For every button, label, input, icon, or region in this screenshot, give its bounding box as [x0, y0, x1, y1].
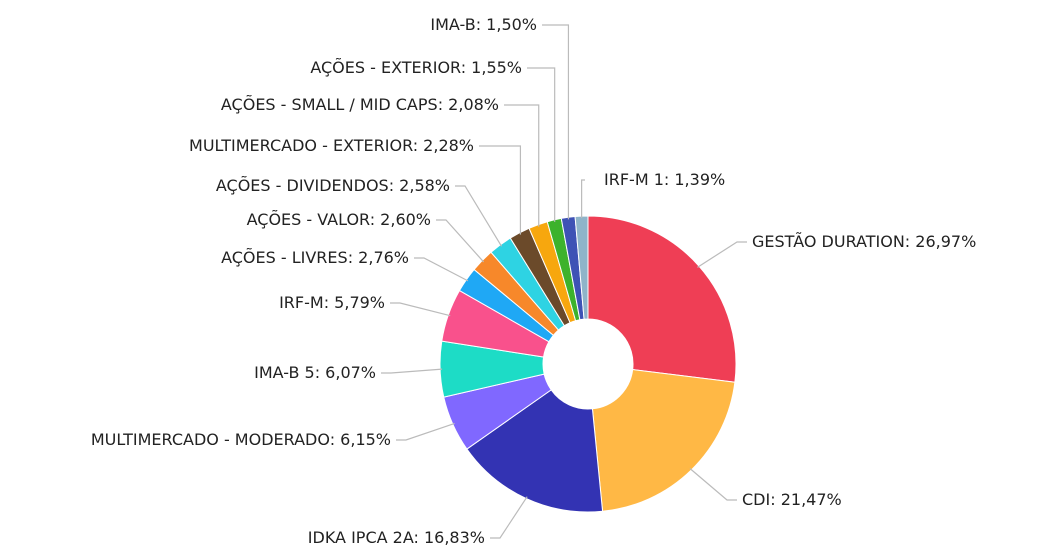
label-value: 16,83%	[424, 528, 485, 547]
leader-line	[581, 179, 585, 219]
leader-line	[396, 422, 455, 441]
data-label: AÇÕES - EXTERIOR: 1,55%	[310, 58, 522, 77]
label-category: MULTIMERCADO - MODERADO	[91, 430, 330, 449]
label-separator: :	[324, 293, 334, 312]
label-category: IRF-M 1	[604, 170, 664, 189]
label-separator: :	[389, 176, 399, 195]
label-separator: :	[770, 490, 780, 509]
label-value: 21,47%	[781, 490, 842, 509]
label-category: MULTIMERCADO - EXTERIOR	[189, 136, 413, 155]
leader-line	[689, 468, 737, 501]
data-label: GESTÃO DURATION: 26,97%	[752, 232, 976, 251]
label-value: 26,97%	[915, 232, 976, 251]
label-category: AÇÕES - VALOR	[247, 210, 370, 229]
label-separator: :	[476, 15, 486, 34]
data-label: AÇÕES - VALOR: 2,60%	[247, 210, 431, 229]
leader-line	[542, 24, 570, 220]
label-separator: :	[461, 58, 471, 77]
slice	[466, 389, 604, 513]
leader-line	[390, 302, 451, 317]
label-separator: :	[414, 528, 424, 547]
label-value: 2,08%	[448, 95, 499, 114]
label-value: 2,76%	[358, 248, 409, 267]
label-category: GESTÃO DURATION	[752, 232, 905, 251]
label-value: 2,28%	[423, 136, 474, 155]
label-value: 2,58%	[399, 176, 450, 195]
leader-line	[381, 368, 443, 374]
label-category: AÇÕES - EXTERIOR	[310, 58, 461, 77]
data-label: IMA-B 5: 6,07%	[254, 363, 376, 382]
slice	[574, 215, 589, 320]
label-separator: :	[664, 170, 674, 189]
label-category: IDKA IPCA 2A	[308, 528, 414, 547]
slice	[587, 215, 737, 383]
data-label: IDKA IPCA 2A: 16,83%	[308, 528, 485, 547]
label-category: AÇÕES - SMALL / MID CAPS	[221, 95, 438, 114]
leader-line	[504, 104, 540, 227]
label-value: 1,50%	[486, 15, 537, 34]
label-separator: :	[330, 430, 340, 449]
label-category: CDI	[742, 490, 770, 509]
data-label: AÇÕES - LIVRES: 2,76%	[221, 248, 409, 267]
leader-line	[436, 219, 485, 263]
data-label: IRF-M: 5,79%	[279, 293, 385, 312]
label-value: 2,60%	[380, 210, 431, 229]
label-separator: :	[315, 363, 325, 382]
leader-line	[455, 185, 503, 247]
label-category: AÇÕES - DIVIDENDOS	[216, 176, 389, 195]
data-label: MULTIMERCADO - EXTERIOR: 2,28%	[189, 136, 474, 155]
label-separator: :	[438, 95, 448, 114]
label-category: IMA-B	[430, 15, 475, 34]
label-category: IRF-M	[279, 293, 324, 312]
data-label: IRF-M 1: 1,39%	[604, 170, 725, 189]
label-value: 1,55%	[471, 58, 522, 77]
leader-line	[490, 496, 528, 539]
leader-line	[527, 67, 556, 222]
data-label: AÇÕES - DIVIDENDOS: 2,58%	[216, 176, 450, 195]
data-label: MULTIMERCADO - MODERADO: 6,15%	[91, 430, 391, 449]
label-category: AÇÕES - LIVRES	[221, 248, 348, 267]
data-label: CDI: 21,47%	[742, 490, 842, 509]
label-value: 1,39%	[674, 170, 725, 189]
label-separator: :	[370, 210, 380, 229]
label-value: 5,79%	[334, 293, 385, 312]
leader-line	[697, 241, 747, 268]
label-value: 6,07%	[325, 363, 376, 382]
data-label: IMA-B: 1,50%	[430, 15, 537, 34]
label-separator: :	[413, 136, 423, 155]
slice	[591, 368, 736, 512]
leader-line	[414, 257, 469, 282]
label-separator: :	[348, 248, 358, 267]
leader-line	[479, 145, 522, 235]
data-label: AÇÕES - SMALL / MID CAPS: 2,08%	[221, 95, 499, 114]
label-value: 6,15%	[340, 430, 391, 449]
label-separator: :	[905, 232, 915, 251]
label-category: IMA-B 5	[254, 363, 315, 382]
